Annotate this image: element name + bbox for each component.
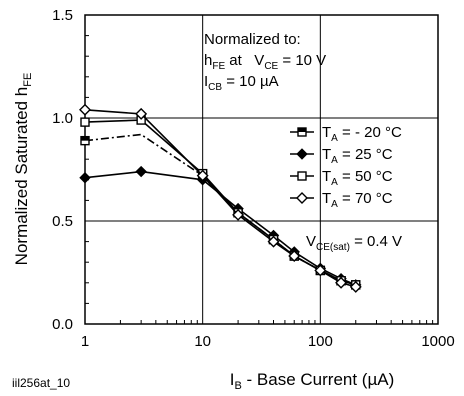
annotation-at-v: at V	[225, 52, 264, 69]
y-tick-label: 0.0	[52, 316, 73, 333]
x-tick-label: 1	[81, 333, 89, 350]
vce-sat-label: VCE(sat) = 0.4 V	[306, 233, 402, 253]
y-tick-label: 0.5	[52, 213, 73, 230]
annotation-line2: hFE at VCE = 10 V	[204, 52, 326, 72]
x-tick-label: 100	[308, 333, 333, 350]
vce-sat-value: = 0.4 V	[350, 233, 402, 250]
series-group	[79, 103, 362, 293]
x-axis-label-sub: B	[234, 380, 241, 392]
vce-sat-sub: CE(sat)	[316, 242, 350, 253]
x-axis-label: IB - Base Current (µA)	[230, 370, 395, 392]
marker-diamond-open	[335, 276, 348, 289]
legend-label-rest: = 70 °C	[338, 190, 393, 207]
marker-diamond-open	[79, 103, 91, 116]
marker-square-half	[297, 127, 307, 137]
marker-diamond-open	[349, 280, 362, 293]
legend-item-1: TA = - 20 °C	[290, 124, 402, 144]
y-axis-label-main: Normalized Saturated h	[12, 87, 31, 266]
legend-label-sub: A	[331, 155, 338, 166]
legend-label-t: T	[322, 124, 331, 141]
annotation-icb-value: = 10 µA	[222, 73, 279, 90]
y-tick-label: 1.5	[52, 7, 73, 24]
marker-diamond-open	[135, 107, 148, 120]
legend-item-2: TA = 25 °C	[290, 146, 393, 166]
x-tick-label: 10	[194, 333, 211, 350]
x-tick-label: 1000	[421, 333, 454, 350]
marker-square-open	[297, 171, 307, 181]
legend-label-sub: A	[331, 199, 338, 210]
marker-square-fill	[298, 128, 306, 132]
marker-diamond-open	[267, 235, 280, 248]
axis-ticks: 1 10 100 1000 0.0 0.5 1.0 1.5	[52, 7, 455, 350]
figure-id: iil256at_10	[12, 376, 70, 390]
annotation-icb: I	[204, 73, 208, 90]
legend: TA = - 20 °CTA = 25 °CTA = 50 °CTA = 70 …	[290, 124, 402, 210]
y-axis-label-sub: FE	[22, 73, 34, 87]
marker-square-fill	[81, 136, 89, 141]
marker-square-half	[80, 135, 90, 146]
legend-label-t: T	[322, 146, 331, 163]
annotation-icb-sub: CB	[208, 82, 222, 93]
legend-item-3: TA = 50 °C	[290, 168, 393, 188]
marker-diamond-open	[196, 169, 209, 182]
legend-label: TA = - 20 °C	[322, 124, 402, 144]
marker-diamond-filled	[79, 172, 91, 184]
vce-sat-v: V	[306, 233, 316, 250]
plot-frame	[84, 14, 439, 325]
legend-label: TA = 50 °C	[322, 168, 393, 188]
annotation-vce-value: = 10 V	[278, 52, 326, 69]
marker-diamond-filled	[296, 148, 308, 160]
legend-item-4: TA = 70 °C	[290, 190, 393, 210]
marker-diamond-open	[232, 208, 245, 221]
x-axis-label-rest: - Base Current (µA)	[242, 370, 394, 389]
marker-diamond-open	[296, 192, 308, 204]
x-axis-label-main: I	[230, 370, 235, 389]
annotation-hfe: h	[204, 52, 212, 69]
annotation-line1: Normalized to:	[204, 31, 301, 48]
marker-square-open	[80, 117, 90, 127]
y-tick-label: 1.0	[52, 110, 73, 127]
marker-diamond-open	[288, 250, 301, 263]
annotation-line3: ICB = 10 µA	[204, 73, 279, 93]
legend-label-sub: A	[331, 177, 338, 188]
series-4	[79, 103, 362, 293]
legend-label-t: T	[322, 168, 331, 185]
legend-label-t: T	[322, 190, 331, 207]
annotation-vce-sub: CE	[264, 61, 278, 72]
y-axis-label: Normalized Saturated hFE	[12, 73, 34, 266]
legend-label-rest: = 25 °C	[338, 146, 393, 163]
legend-label-sub: A	[331, 133, 338, 144]
legend-label: TA = 70 °C	[322, 190, 393, 210]
annotation-hfe-sub: FE	[212, 61, 225, 72]
marker-diamond-open	[314, 264, 327, 277]
marker-diamond-filled	[135, 165, 147, 178]
legend-label-rest: = - 20 °C	[338, 124, 402, 141]
legend-label-rest: = 50 °C	[338, 168, 393, 185]
legend-label: TA = 25 °C	[322, 146, 393, 166]
